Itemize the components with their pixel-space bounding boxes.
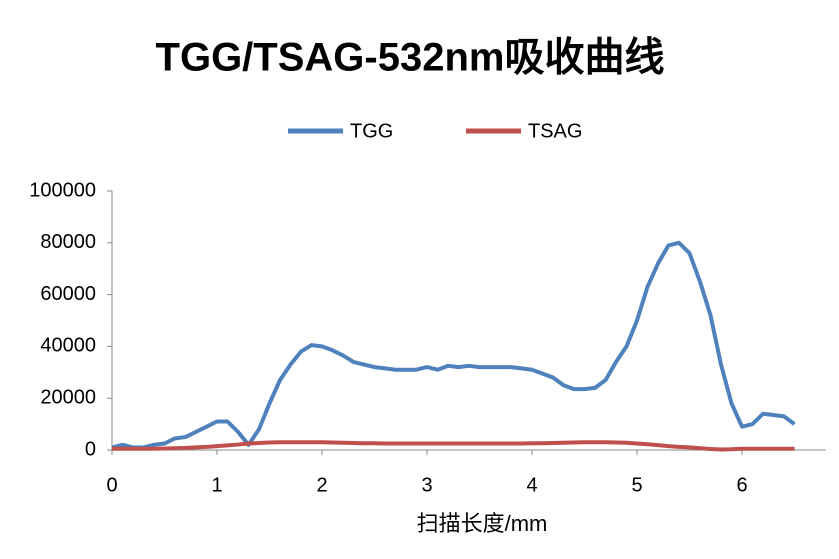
- x-tick-label: 4: [526, 474, 537, 496]
- x-tick-label: 6: [736, 474, 747, 496]
- x-tick-label: 3: [421, 474, 432, 496]
- y-tick-label: 0: [85, 438, 96, 460]
- y-tick-label: 40000: [40, 335, 96, 357]
- y-tick-label: 20000: [40, 386, 96, 408]
- x-tick-label: 0: [106, 474, 117, 496]
- legend-label: TGG: [350, 120, 393, 142]
- x-tick-label: 2: [316, 474, 327, 496]
- series-line: [112, 440, 795, 452]
- y-tick-label: 80000: [40, 231, 96, 253]
- x-tick-label: 5: [631, 474, 642, 496]
- x-axis-title: 扫描长度/mm: [417, 511, 548, 536]
- chart-title: TGG/TSAG-532nm吸收曲线: [156, 36, 665, 80]
- y-tick-label: 60000: [40, 283, 96, 305]
- x-tick-label: 1: [211, 474, 222, 496]
- y-tick-label: 100000: [29, 179, 96, 201]
- series-line: [111, 240, 796, 450]
- legend-label: TSAG: [528, 120, 582, 142]
